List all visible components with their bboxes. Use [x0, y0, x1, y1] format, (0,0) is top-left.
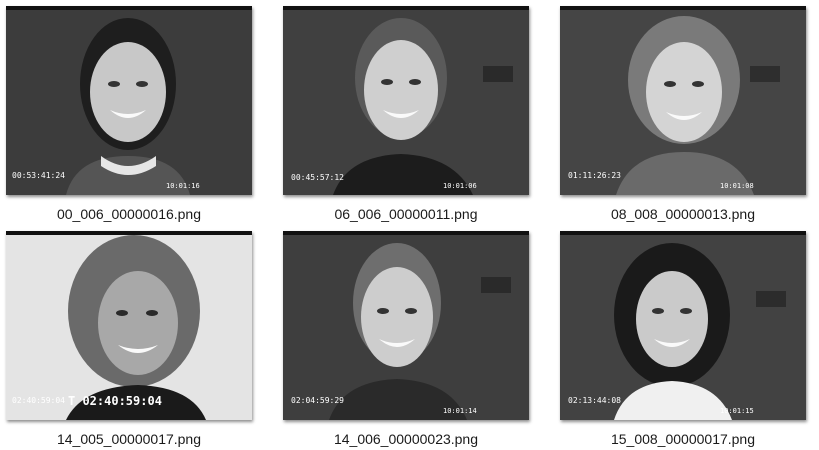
image-thumbnail[interactable]: 00:45:57:12 10:01:06 [283, 6, 529, 195]
file-name: 08_008_00000013.png [610, 206, 756, 222]
timecode-overlay: 01:11:26:23 [568, 171, 621, 180]
file-tile[interactable]: 02:40:59:04 T 02:40:59:04 14_005_0000001… [6, 231, 256, 447]
counter-overlay: 10:01:06 [443, 182, 477, 190]
portrait-photo: 00:53:41:24 10:01:16 [6, 6, 252, 195]
image-thumbnail[interactable]: 02:13:44:08 10:01:15 [560, 231, 806, 420]
portrait-photo: 02:04:59:29 10:01:14 [283, 231, 529, 420]
image-thumbnail[interactable]: 02:04:59:29 10:01:14 [283, 231, 529, 420]
timecode-overlay: 00:53:41:24 [12, 171, 65, 180]
counter-overlay: 10:01:15 [720, 407, 754, 415]
timecode-overlay: 02:40:59:04 [12, 396, 65, 405]
file-name: 14_006_00000023.png [333, 431, 479, 447]
image-thumbnail[interactable]: 00:53:41:24 10:01:16 [6, 6, 252, 195]
file-tile[interactable]: 00:53:41:24 10:01:16 00_006_00000016.png [6, 6, 256, 222]
file-tile[interactable]: 02:13:44:08 10:01:15 15_008_00000017.png [560, 231, 810, 447]
timecode-overlay: 02:04:59:29 [291, 396, 344, 405]
counter-overlay: T 02:40:59:04 [68, 394, 162, 408]
file-name: 06_006_00000011.png [334, 206, 478, 222]
file-tile[interactable]: 01:11:26:23 10:01:08 08_008_00000013.png [560, 6, 810, 222]
image-thumbnail[interactable]: 01:11:26:23 10:01:08 [560, 6, 806, 195]
portrait-photo: 00:45:57:12 10:01:06 [283, 6, 529, 195]
counter-overlay: 10:01:16 [166, 182, 200, 190]
image-thumbnail[interactable]: 02:40:59:04 T 02:40:59:04 [6, 231, 252, 420]
file-name: 00_006_00000016.png [56, 206, 202, 222]
file-tile[interactable]: 00:45:57:12 10:01:06 06_006_00000011.png [283, 6, 533, 222]
file-name: 15_008_00000017.png [610, 431, 756, 447]
file-name: 14_005_00000017.png [56, 431, 202, 447]
portrait-photo: 01:11:26:23 10:01:08 [560, 6, 806, 195]
timecode-overlay: 00:45:57:12 [291, 173, 344, 182]
timecode-overlay: 02:13:44:08 [568, 396, 621, 405]
counter-overlay: 10:01:14 [443, 407, 477, 415]
file-tile[interactable]: 02:04:59:29 10:01:14 14_006_00000023.png [283, 231, 533, 447]
portrait-photo: 02:13:44:08 10:01:15 [560, 231, 806, 420]
counter-overlay: 10:01:08 [720, 182, 754, 190]
portrait-photo: 02:40:59:04 T 02:40:59:04 [6, 231, 252, 420]
